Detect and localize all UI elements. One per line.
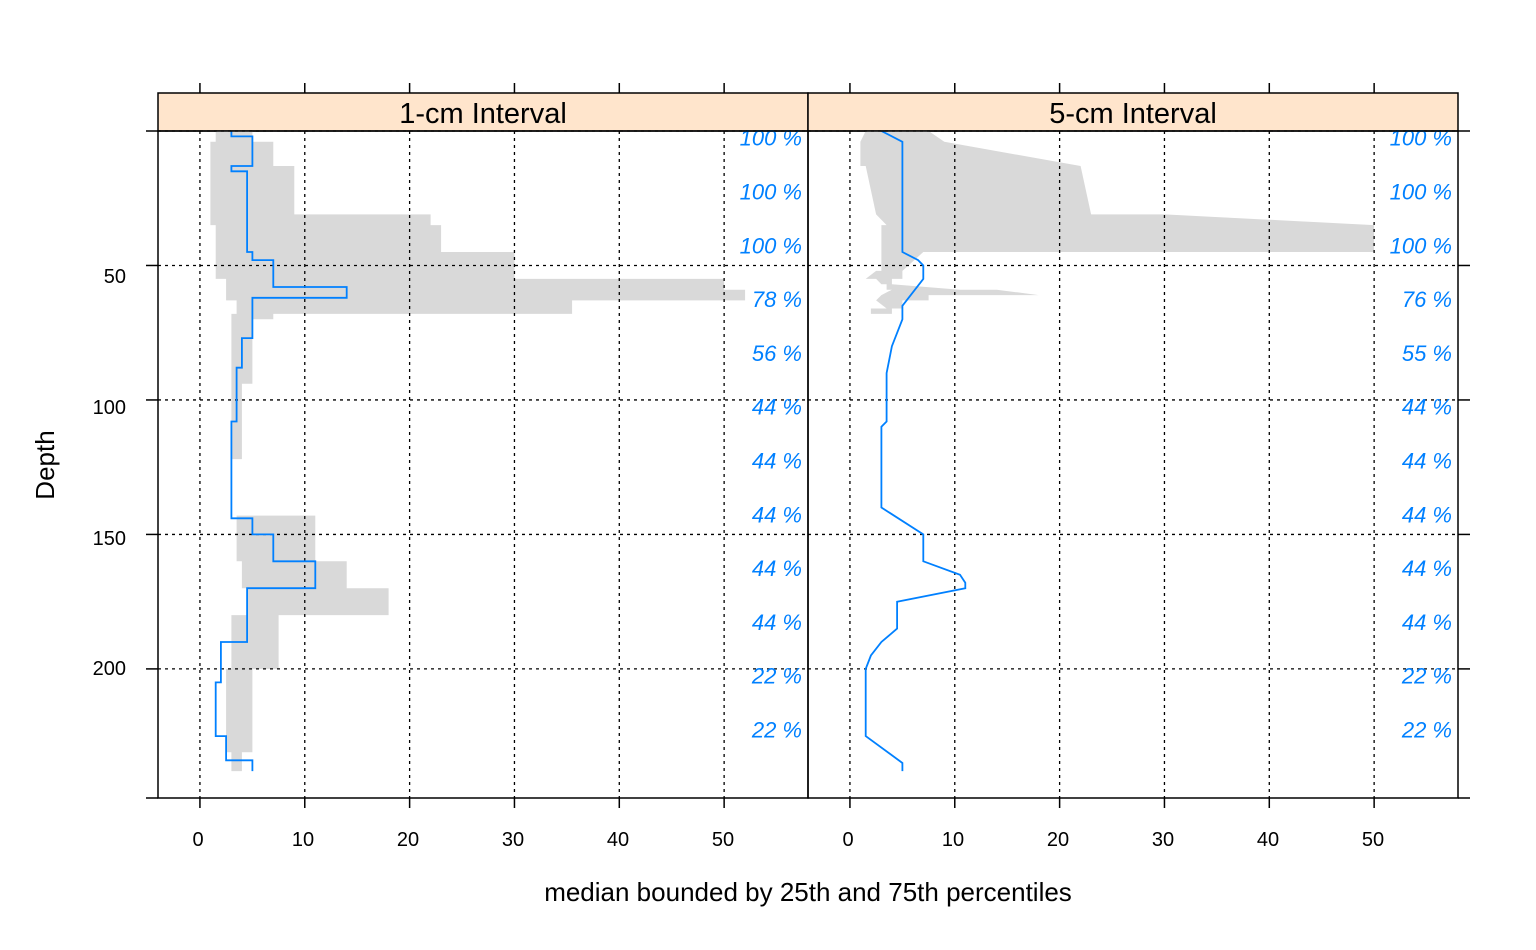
pct-label: 56 % <box>752 341 802 366</box>
pct-label: 55 % <box>1402 341 1452 366</box>
pct-label: 100 % <box>740 180 802 205</box>
x-tick-label: 20 <box>397 829 419 851</box>
x-tick-label: 20 <box>1047 829 1069 851</box>
strip-1cm <box>157 92 809 132</box>
y-tick-label: 100 <box>93 397 126 419</box>
strip-5cm <box>807 92 1459 132</box>
pct-label: 22 % <box>1401 717 1452 742</box>
x-tick-label: 50 <box>712 829 734 851</box>
pct-label: 76 % <box>1402 287 1452 312</box>
pct-label: 44 % <box>752 502 802 527</box>
pct-label: 22 % <box>1401 664 1452 689</box>
pct-label: 44 % <box>1402 610 1452 635</box>
iqr-band <box>860 131 1375 314</box>
pct-label: 78 % <box>752 287 802 312</box>
median-line <box>864 130 967 772</box>
pct-label: 44 % <box>1402 556 1452 581</box>
median-line <box>214 131 348 772</box>
panel-1cm-plot: 100 % 100 % 100 % 78 % 56 % 44 % 44 % 44 % 44 % 4… <box>158 126 808 798</box>
pct-label: 44 % <box>752 610 802 635</box>
panel-title-1cm: 1-cm Interval <box>399 98 567 130</box>
x-tick-label: 30 <box>502 829 524 851</box>
x-axis-title: median bounded by 25th and 75th percenti… <box>544 877 1072 907</box>
pct-label: 22 % <box>751 717 802 742</box>
panel-5cm-border <box>807 130 1459 799</box>
pct-label: 44 % <box>752 448 802 473</box>
y-tick-label: 200 <box>93 658 126 680</box>
x-tick-label: 10 <box>942 829 964 851</box>
x-tick-label: 0 <box>192 829 203 851</box>
pct-label: 100 % <box>1390 233 1452 258</box>
y-tick-label: 50 <box>104 266 126 288</box>
y-axis-title: Depth <box>30 430 60 499</box>
panel-5cm-plot: 100 % 100 % 100 % 76 % 55 % 44 % 44 % 44 % 44 % 4… <box>808 126 1458 798</box>
pct-label: 44 % <box>1402 448 1452 473</box>
panel-title-5cm: 5-cm Interval <box>1049 98 1217 130</box>
pct-label: 44 % <box>1402 502 1452 527</box>
pct-label: 100 % <box>740 126 802 151</box>
y-tick-label: 150 <box>93 528 126 550</box>
pct-label: 44 % <box>752 556 802 581</box>
pct-label: 44 % <box>752 395 802 420</box>
pct-label: 100 % <box>740 233 802 258</box>
x-tick-label: 50 <box>1362 829 1384 851</box>
iqr-band <box>210 131 746 772</box>
x-tick-label: 40 <box>1257 829 1279 851</box>
pct-label: 44 % <box>1402 395 1452 420</box>
x-tick-label: 10 <box>292 829 314 851</box>
x-tick-label: 40 <box>607 829 629 851</box>
x-tick-label: 0 <box>842 829 853 851</box>
pct-label: 100 % <box>1390 126 1452 151</box>
pct-label: 100 % <box>1390 180 1452 205</box>
x-tick-label: 30 <box>1152 829 1174 851</box>
axis-ticks <box>146 83 1470 808</box>
pct-label: 22 % <box>751 664 802 689</box>
